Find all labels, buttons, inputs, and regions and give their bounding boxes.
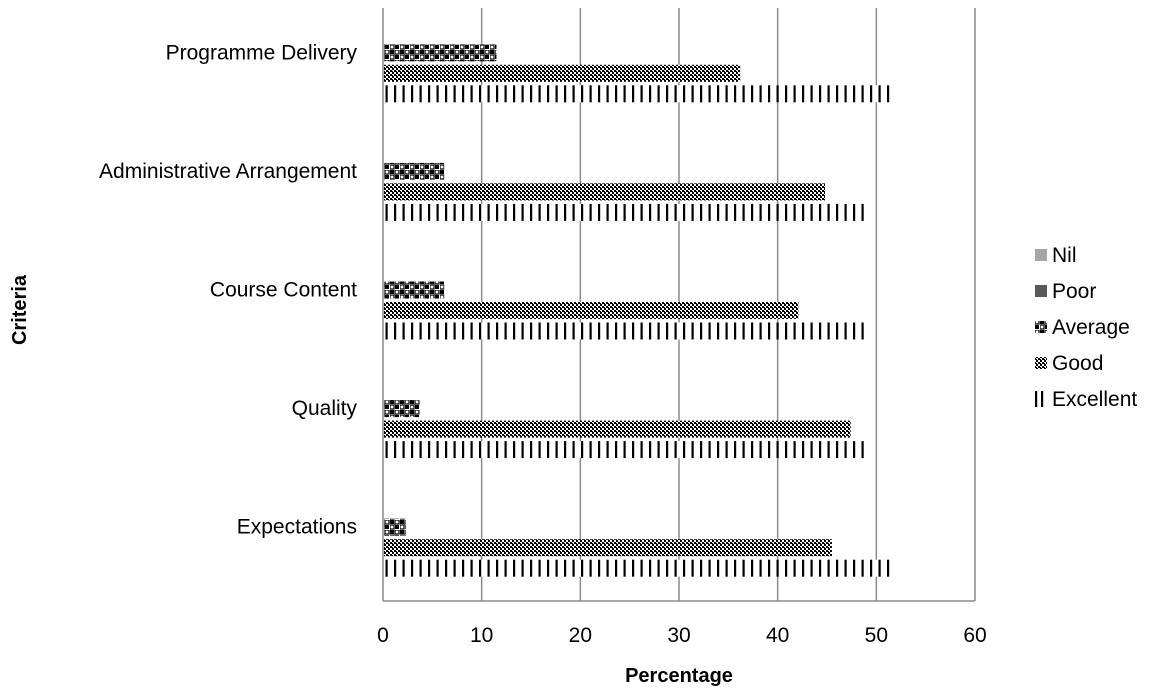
y-axis-title: Criteria <box>9 274 31 345</box>
x-tick-label: 50 <box>865 624 888 647</box>
x-tick-label: 20 <box>569 624 592 647</box>
bar-excellent-4 <box>384 559 892 577</box>
legend-label-average: Average <box>1052 316 1130 339</box>
bar-average-3 <box>384 400 420 418</box>
legend-swatch-good <box>1035 357 1047 369</box>
x-tick-label: 0 <box>377 624 389 647</box>
legend-swatch-nil <box>1035 249 1047 261</box>
bar-good-4 <box>384 539 832 557</box>
bar-good-1 <box>384 183 826 201</box>
x-axis-title: Percentage <box>625 665 733 687</box>
legend-label-nil: Nil <box>1052 244 1077 267</box>
category-label: Course Content <box>210 279 357 302</box>
legend-label-good: Good <box>1052 352 1103 375</box>
legend-label-excellent: Excellent <box>1052 388 1137 411</box>
bar-excellent-0 <box>384 85 896 103</box>
legend-swatch-average <box>1035 321 1047 333</box>
x-tick-label: 40 <box>766 624 789 647</box>
legend-swatch-excellent-b <box>1041 391 1044 407</box>
bar-good-2 <box>384 302 799 319</box>
bar-average-2 <box>384 281 445 299</box>
legend-swatch-excellent <box>1035 391 1038 407</box>
category-label: Quality <box>292 397 358 420</box>
category-label: Expectations <box>237 516 357 539</box>
bar-good-0 <box>384 64 741 82</box>
bar-average-1 <box>384 162 445 180</box>
legend-label-poor: Poor <box>1052 280 1096 303</box>
legend-swatch-poor <box>1035 285 1047 297</box>
bar-excellent-3 <box>384 441 865 459</box>
category-label: Programme Delivery <box>166 41 358 64</box>
bar-excellent-1 <box>384 203 865 221</box>
category-label: Administrative Arrangement <box>99 160 357 183</box>
bar-average-0 <box>384 44 497 62</box>
bar-excellent-2 <box>384 322 865 340</box>
x-tick-label: 30 <box>667 624 690 647</box>
x-tick-label: 10 <box>470 624 493 647</box>
bar-average-4 <box>384 518 406 536</box>
bar-good-3 <box>384 420 851 438</box>
x-tick-label: 60 <box>963 624 986 647</box>
